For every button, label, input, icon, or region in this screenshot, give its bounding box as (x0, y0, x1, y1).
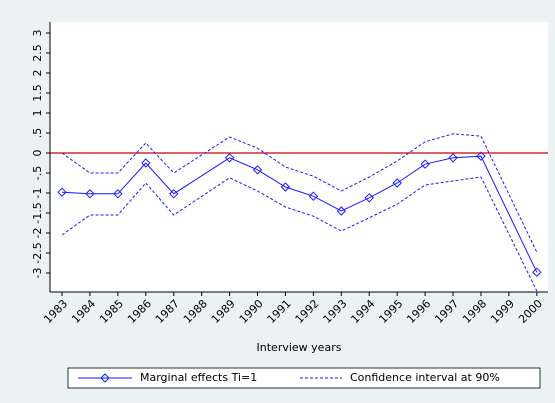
marker (532, 267, 542, 277)
marker (392, 178, 402, 188)
y-tick-label: -2.5 (31, 242, 44, 263)
x-tick-label: 1998 (460, 297, 489, 326)
y-tick-label: 0 (31, 150, 44, 157)
marker (280, 182, 291, 192)
marker (57, 187, 67, 197)
marker (364, 193, 374, 203)
y-tick-label: -1.5 (31, 202, 44, 223)
x-tick-label: 1988 (181, 297, 210, 326)
marker (448, 153, 458, 163)
x-tick-label: 1995 (376, 297, 405, 326)
x-tick-label: 1985 (97, 297, 126, 326)
y-tick-label: -2 (31, 228, 44, 239)
x-axis-label: Interview years (257, 341, 342, 354)
y-tick-label: 1 (31, 110, 44, 117)
y-tick-label: 1.5 (31, 84, 44, 102)
x-tick-label: 1991 (265, 297, 294, 326)
marker (141, 158, 151, 168)
marker (336, 206, 347, 216)
x-tick-label: 2000 (516, 297, 545, 326)
marker (224, 153, 235, 163)
x-tick-label: 1992 (293, 297, 322, 326)
x-tick-label: 1990 (237, 297, 266, 326)
legend-label: Confidence interval at 90% (350, 371, 500, 384)
legend (67, 367, 541, 389)
x-tick-label: 1994 (348, 297, 377, 326)
marker (476, 151, 486, 161)
x-tick-label: 1997 (432, 297, 461, 326)
x-tick-label: 1993 (321, 297, 350, 326)
marker (308, 191, 319, 201)
legend-label: Marginal effects Ti=1 (140, 371, 257, 384)
x-tick-label: 1996 (404, 297, 433, 326)
x-tick-label: 1986 (125, 297, 154, 326)
ci-lower-line (61, 176, 538, 292)
y-tick-label: 2 (31, 70, 44, 77)
x-tick-label: 1989 (209, 297, 238, 326)
y-tick-label: .5 (31, 128, 44, 139)
series-line (61, 155, 538, 273)
marker (420, 159, 430, 169)
legend-marker (100, 373, 110, 383)
x-tick-label: 1984 (69, 297, 98, 326)
y-tick-label: 2.5 (31, 44, 44, 62)
y-tick-label: -.5 (31, 166, 44, 180)
x-tick-label: 1983 (41, 297, 70, 326)
marker (252, 165, 263, 175)
y-tick-label: -3 (31, 268, 44, 279)
x-tick-label: 1987 (153, 297, 182, 326)
ci-upper-line (61, 133, 538, 253)
y-tick-label: 3 (31, 30, 44, 37)
x-tick-label: 1999 (488, 297, 517, 326)
y-tick-label: -1 (31, 188, 44, 199)
marker (85, 189, 95, 199)
marker (113, 189, 123, 199)
marker (169, 189, 179, 199)
